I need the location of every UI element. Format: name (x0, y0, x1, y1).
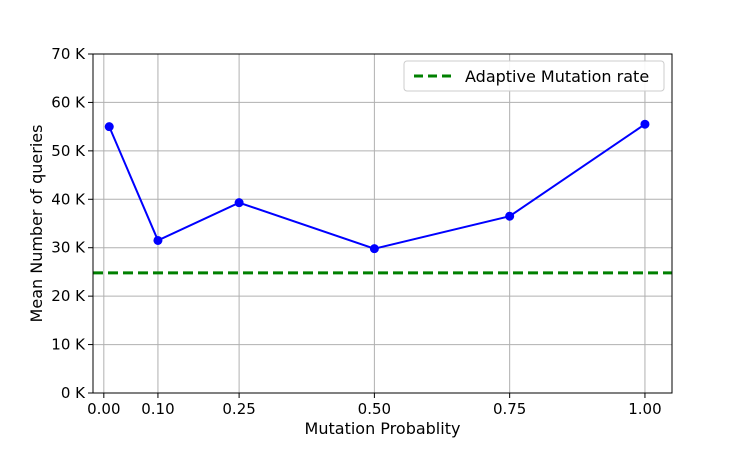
y-tick-label: 0 K (61, 384, 86, 402)
data-point (505, 211, 515, 221)
legend-box (403, 60, 665, 92)
data-point (369, 244, 379, 254)
legend: Adaptive Mutation rate (403, 60, 665, 92)
y-tick-label: 70 K (51, 45, 86, 63)
y-tick-label: 40 K (51, 190, 86, 208)
y-tick-label: 50 K (51, 142, 86, 160)
y-axis-ticks: 0 K 10 K 20 K 30 K 40 K 50 K 60 K 70 K (51, 45, 93, 402)
x-tick-label: 0.10 (141, 400, 174, 418)
x-tick-label: 0.25 (222, 400, 255, 418)
y-tick-label: 20 K (51, 287, 86, 305)
x-axis-label: Mutation Probablity (305, 419, 461, 438)
y-axis-label: Mean Number of queries (27, 125, 46, 323)
plot-frame (92, 53, 673, 394)
x-tick-label: 1.00 (628, 400, 661, 418)
data-point (153, 235, 163, 245)
x-tick-label: 0.75 (493, 400, 526, 418)
x-tick-label: 0.50 (358, 400, 391, 418)
legend-label-adaptive-mutation-rate: Adaptive Mutation rate (465, 67, 649, 86)
data-point (234, 198, 244, 208)
data-point (104, 122, 114, 132)
y-tick-label: 30 K (51, 239, 86, 257)
series-layer (104, 119, 650, 254)
x-axis-ticks: 0.00 0.10 0.25 0.50 0.75 1.00 (87, 393, 662, 418)
x-tick-label: 0.00 (87, 400, 120, 418)
data-point (640, 119, 650, 129)
grid (93, 53, 672, 394)
y-tick-label: 60 K (51, 93, 86, 111)
series-line (108, 123, 646, 250)
y-tick-label: 10 K (51, 336, 86, 354)
